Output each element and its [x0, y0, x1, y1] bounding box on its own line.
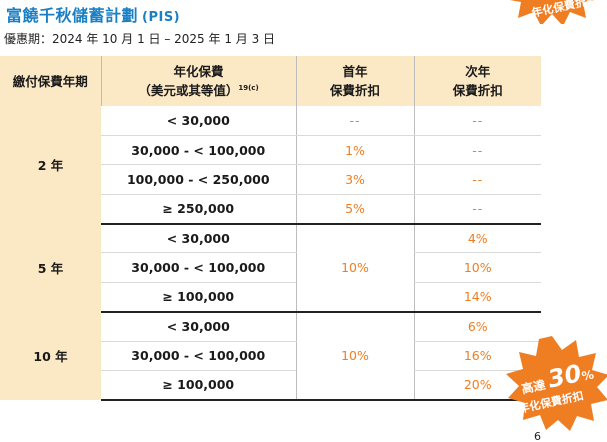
range-cell: ≥ 100,000: [101, 370, 296, 401]
second-year-cell: 4%: [413, 223, 541, 254]
plan-tag: (PIS): [142, 10, 181, 25]
page-number: 6: [534, 430, 541, 442]
table-row: 2 年 < 30,000 -- --: [0, 106, 541, 224]
header-premium-line2: （美元或其等值）19(c): [102, 81, 296, 100]
header-premium: 年化保費 （美元或其等值）19(c): [100, 56, 296, 106]
range-cell: 30,000 - < 100,000: [101, 252, 296, 283]
header-second-line2: 保費折扣: [452, 83, 503, 98]
plan-name: 富饒千秋儲蓄計劃: [6, 6, 139, 25]
header-premium-line1: 年化保費: [173, 64, 224, 79]
table-row: 30,000 - < 100,000 10%: [0, 252, 541, 283]
table-header-row: 繳付保費年期 年化保費 （美元或其等值）19(c) 首年 保費折扣 次年 保費折…: [0, 56, 541, 106]
header-premium-unit: （美元或其等值）: [138, 83, 239, 98]
table-row: ≥ 100,000 14%: [0, 282, 541, 313]
table-row: 30,000 - < 100,000 1% --: [0, 135, 541, 166]
starburst-icon: [506, 336, 607, 431]
first-year-cell: 3%: [295, 164, 414, 195]
footnote-ref: 19(c): [238, 84, 259, 92]
second-year-cell: 10%: [413, 252, 541, 283]
header-second-line1: 次年: [465, 64, 491, 79]
discount-table: 繳付保費年期 年化保費 （美元或其等值）19(c) 首年 保費折扣 次年 保費折…: [0, 56, 541, 401]
second-year-cell: 16%: [413, 341, 541, 372]
term-cell: 2 年: [0, 106, 101, 224]
starburst-icon: [509, 0, 595, 24]
table-row: ≥ 250,000 5% --: [0, 194, 541, 225]
discount-badge: 高達 30% 年化保費折扣: [502, 336, 607, 431]
first-year-cell: 5%: [295, 194, 414, 225]
badge-prefix: 高達: [520, 377, 547, 397]
page-title: 富饒千秋儲蓄計劃 (PIS): [6, 2, 180, 26]
header-term: 繳付保費年期: [0, 56, 101, 106]
offer-period: 優惠期：2024 年 10 月 1 日 – 2025 年 1 月 3 日: [4, 32, 276, 46]
range-cell: < 30,000: [101, 311, 296, 342]
range-cell: ≥ 250,000: [101, 194, 296, 225]
discount-badge-top: 年化保費折扣: [497, 0, 607, 24]
second-year-cell: --: [413, 135, 541, 166]
range-cell: < 30,000: [101, 223, 296, 254]
term-cell: 5 年: [0, 223, 101, 312]
second-year-cell: --: [413, 194, 541, 225]
table-row: 100,000 - < 250,000 3% --: [0, 164, 541, 195]
second-year-cell: 6%: [413, 311, 541, 342]
table-row: 10 年 < 30,000 10% 6%: [0, 311, 541, 401]
header-second-year: 次年 保費折扣: [413, 56, 541, 106]
second-year-cell: --: [413, 164, 541, 195]
first-year-cell: 10%: [295, 223, 414, 313]
header-first-year: 首年 保費折扣: [295, 56, 414, 106]
table-row: 5 年 < 30,000 10% 4%: [0, 223, 541, 313]
header-first-line2: 保費折扣: [329, 83, 380, 98]
first-year-cell: --: [295, 106, 414, 136]
term-cell: 10 年: [0, 311, 101, 400]
table-row: 30,000 - < 100,000 16%: [0, 341, 541, 372]
second-year-cell: --: [413, 106, 541, 136]
first-year-cell: 10%: [295, 311, 414, 401]
badge-unit: %: [580, 367, 596, 384]
header-first-line1: 首年: [342, 64, 368, 79]
range-cell: < 30,000: [101, 106, 296, 136]
range-cell: 30,000 - < 100,000: [101, 135, 296, 166]
range-cell: ≥ 100,000: [101, 282, 296, 313]
second-year-cell: 14%: [413, 282, 541, 313]
first-year-cell: 1%: [295, 135, 414, 166]
range-cell: 100,000 - < 250,000: [101, 164, 296, 195]
range-cell: 30,000 - < 100,000: [101, 341, 296, 372]
